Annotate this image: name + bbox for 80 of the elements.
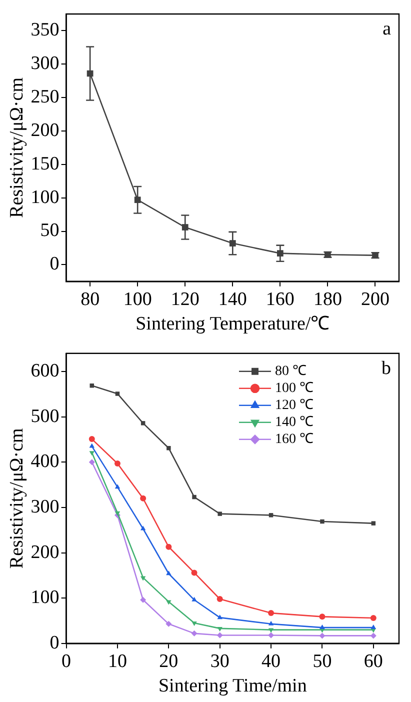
x-tick-label: 60 bbox=[364, 650, 383, 672]
y-axis-title: Resistivity/μΩ·cm bbox=[6, 77, 28, 218]
point bbox=[319, 614, 326, 620]
x-axis-title: Sintering Temperature/℃ bbox=[136, 314, 330, 335]
point bbox=[114, 484, 120, 489]
legend-label: 140 ℃ bbox=[275, 415, 314, 430]
point bbox=[140, 421, 146, 426]
x-axis-title: Sintering Time/min bbox=[158, 676, 308, 697]
point bbox=[218, 512, 222, 516]
point bbox=[371, 521, 376, 526]
point bbox=[192, 494, 196, 500]
point bbox=[217, 626, 222, 632]
point bbox=[191, 570, 198, 576]
point bbox=[319, 632, 326, 639]
legend-label: 120 ℃ bbox=[275, 398, 314, 414]
annotation: a bbox=[382, 18, 392, 40]
x-tick-label: 20 bbox=[159, 650, 178, 672]
y-tick-label: 300 bbox=[30, 53, 60, 74]
point bbox=[114, 511, 120, 516]
point bbox=[370, 624, 376, 630]
point bbox=[268, 513, 274, 518]
point bbox=[88, 436, 95, 442]
point bbox=[320, 519, 324, 524]
y-tick-label: 400 bbox=[30, 451, 60, 472]
x-tick-label: 200 bbox=[360, 288, 390, 310]
point bbox=[216, 632, 223, 638]
x-tick-label: 160 bbox=[266, 288, 294, 310]
point bbox=[115, 392, 120, 396]
point bbox=[192, 596, 197, 602]
x-tick-label: 180 bbox=[313, 288, 342, 310]
point bbox=[166, 446, 171, 450]
point bbox=[268, 628, 274, 633]
point bbox=[268, 620, 274, 626]
point bbox=[166, 620, 172, 627]
y-tick-label: 0 bbox=[50, 632, 60, 654]
y-tick-label: 600 bbox=[30, 360, 60, 382]
point bbox=[320, 624, 325, 630]
x-tick-label: 30 bbox=[210, 650, 230, 672]
y-tick-label: 350 bbox=[30, 20, 60, 41]
point bbox=[268, 632, 274, 638]
point bbox=[192, 622, 197, 626]
x-tick-label: 140 bbox=[218, 288, 247, 310]
y-tick-label: 250 bbox=[30, 86, 60, 108]
point bbox=[114, 460, 120, 467]
point bbox=[216, 596, 223, 602]
y-tick-label: 200 bbox=[30, 120, 60, 141]
x-tick-label: 40 bbox=[262, 650, 281, 672]
legend-label: 100 ℃ bbox=[275, 381, 314, 396]
point bbox=[89, 451, 94, 456]
x-tick-label: 120 bbox=[170, 288, 200, 310]
point bbox=[140, 596, 146, 603]
x-tick-label: 10 bbox=[108, 650, 127, 672]
point bbox=[370, 615, 376, 622]
x-tick-label: 50 bbox=[312, 650, 332, 672]
y-tick-label: 150 bbox=[30, 153, 60, 174]
y-tick-label: 100 bbox=[30, 587, 60, 608]
y-tick-label: 300 bbox=[30, 496, 60, 518]
point bbox=[217, 614, 222, 620]
point bbox=[166, 570, 172, 576]
point bbox=[140, 495, 146, 502]
point bbox=[268, 610, 274, 616]
point bbox=[88, 459, 95, 466]
legend-label: 80 ℃ bbox=[275, 364, 306, 380]
y-tick-label: 500 bbox=[30, 406, 60, 427]
legend-label: 160 ℃ bbox=[275, 432, 314, 448]
y-tick-label: 200 bbox=[30, 542, 60, 563]
point bbox=[191, 630, 198, 636]
point bbox=[370, 632, 376, 639]
x-tick-label: 100 bbox=[123, 288, 152, 310]
y-tick-label: 100 bbox=[30, 186, 60, 208]
point bbox=[89, 443, 94, 448]
point bbox=[140, 576, 146, 581]
point bbox=[166, 544, 172, 550]
point bbox=[140, 526, 146, 530]
y-tick-label: 50 bbox=[40, 220, 60, 242]
y-tick-label: 0 bbox=[50, 254, 60, 275]
y-axis-title: Resistivity/μΩ·cm bbox=[6, 428, 28, 569]
annotation: b bbox=[382, 358, 391, 379]
x-tick-label: 80 bbox=[80, 288, 100, 310]
point bbox=[166, 600, 172, 605]
